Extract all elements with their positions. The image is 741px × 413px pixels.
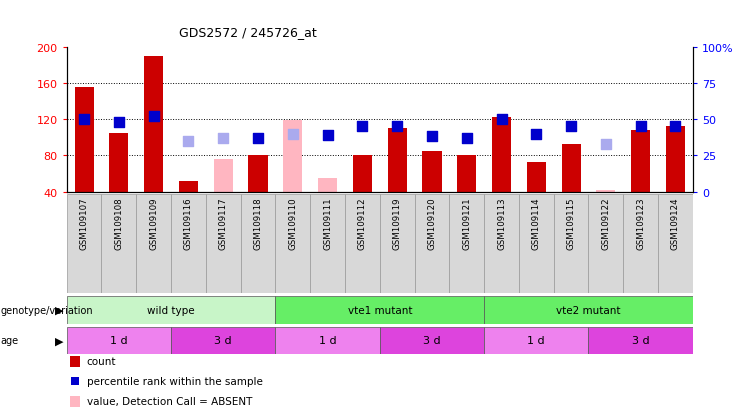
Text: 1 d: 1 d — [319, 335, 336, 346]
Bar — [310, 194, 345, 293]
Text: 1 d: 1 d — [528, 335, 545, 346]
Point — [391, 124, 403, 131]
Text: GSM109124: GSM109124 — [671, 197, 680, 249]
Text: 3 d: 3 d — [632, 335, 649, 346]
Text: genotype/variation: genotype/variation — [1, 305, 93, 315]
Bar — [67, 327, 171, 354]
Bar — [171, 327, 276, 354]
Text: GSM109115: GSM109115 — [567, 197, 576, 249]
Point — [147, 114, 159, 120]
Bar — [492, 118, 511, 192]
Text: GSM109123: GSM109123 — [637, 197, 645, 249]
Text: GSM109119: GSM109119 — [393, 197, 402, 249]
Bar — [422, 152, 442, 192]
Bar — [179, 181, 198, 192]
Point — [287, 131, 299, 138]
Bar — [171, 194, 206, 293]
Bar — [213, 159, 233, 192]
Point — [78, 116, 90, 123]
Text: GSM109117: GSM109117 — [219, 197, 227, 249]
Bar — [597, 190, 616, 192]
Bar — [110, 133, 128, 192]
Point — [670, 124, 682, 131]
Text: age: age — [1, 335, 19, 346]
Text: GSM109108: GSM109108 — [114, 197, 123, 249]
Point — [113, 119, 124, 126]
Text: percentile rank within the sample: percentile rank within the sample — [87, 376, 262, 386]
Text: GSM109110: GSM109110 — [288, 197, 297, 249]
Text: GSM109118: GSM109118 — [253, 197, 262, 249]
Text: GSM109116: GSM109116 — [184, 197, 193, 249]
Bar — [75, 88, 93, 192]
Text: ▶: ▶ — [55, 305, 63, 315]
Bar — [102, 194, 136, 293]
Text: GSM109111: GSM109111 — [323, 197, 332, 249]
Point — [217, 135, 229, 142]
Point — [182, 138, 194, 145]
Bar — [658, 194, 693, 293]
Bar — [136, 194, 171, 293]
Point — [600, 141, 612, 148]
Bar — [345, 194, 379, 293]
Text: 3 d: 3 d — [214, 335, 232, 346]
Text: GSM109109: GSM109109 — [149, 197, 158, 249]
Bar — [623, 194, 658, 293]
Point — [426, 134, 438, 140]
Text: 1 d: 1 d — [110, 335, 127, 346]
Text: wild type: wild type — [147, 305, 195, 315]
Bar — [379, 327, 484, 354]
Text: GSM109121: GSM109121 — [462, 197, 471, 249]
Bar — [554, 194, 588, 293]
Text: GSM109107: GSM109107 — [79, 197, 89, 249]
Point — [531, 131, 542, 138]
Text: GSM109114: GSM109114 — [532, 197, 541, 249]
Bar — [241, 194, 276, 293]
Bar — [527, 162, 546, 192]
Bar — [588, 327, 693, 354]
Bar — [283, 121, 302, 192]
Bar — [67, 194, 102, 293]
Text: vte1 mutant: vte1 mutant — [348, 305, 412, 315]
Text: GSM109122: GSM109122 — [602, 197, 611, 249]
Point — [496, 116, 508, 123]
Text: GSM109120: GSM109120 — [428, 197, 436, 249]
Bar — [276, 194, 310, 293]
Point — [356, 124, 368, 131]
Text: GSM109113: GSM109113 — [497, 197, 506, 249]
Bar — [519, 194, 554, 293]
Bar — [562, 144, 581, 192]
Bar — [484, 327, 588, 354]
Bar — [666, 127, 685, 192]
Bar — [276, 327, 379, 354]
Text: GSM109112: GSM109112 — [358, 197, 367, 249]
Point — [461, 135, 473, 142]
Text: 3 d: 3 d — [423, 335, 441, 346]
Bar — [379, 194, 414, 293]
Bar — [484, 296, 693, 324]
Text: vte2 mutant: vte2 mutant — [556, 305, 621, 315]
Bar — [353, 156, 372, 192]
Text: value, Detection Call = ABSENT: value, Detection Call = ABSENT — [87, 396, 252, 406]
Bar — [248, 156, 268, 192]
Bar — [414, 194, 449, 293]
Bar — [67, 296, 276, 324]
Bar — [631, 131, 650, 192]
Bar — [388, 129, 407, 192]
Bar — [144, 57, 163, 192]
Point — [565, 124, 577, 131]
Bar — [457, 156, 476, 192]
Text: count: count — [87, 356, 116, 366]
Text: GDS2572 / 245726_at: GDS2572 / 245726_at — [179, 26, 317, 39]
Bar — [449, 194, 484, 293]
Bar — [318, 178, 337, 192]
Bar — [484, 194, 519, 293]
Point — [322, 132, 333, 139]
Bar — [588, 194, 623, 293]
Point — [252, 135, 264, 142]
Bar — [276, 296, 484, 324]
Bar — [206, 194, 241, 293]
Point — [635, 124, 647, 131]
Text: ▶: ▶ — [55, 335, 63, 346]
